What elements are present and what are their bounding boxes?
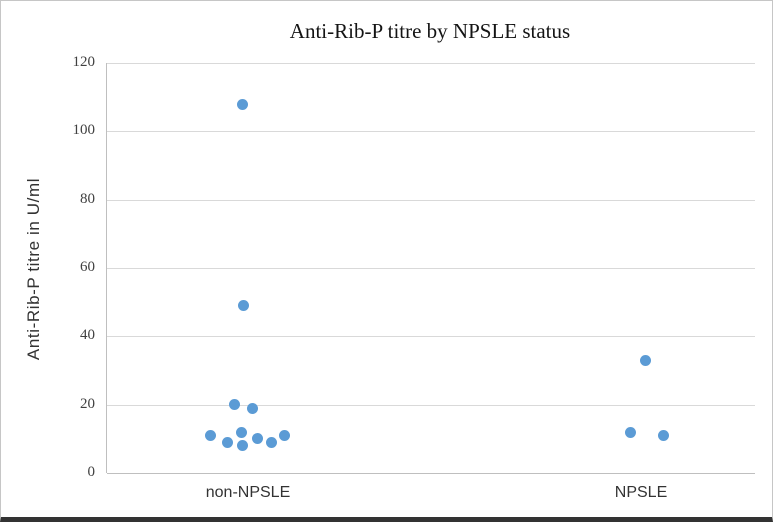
y-tick-label-80: 80 xyxy=(80,190,95,207)
data-point xyxy=(237,300,249,312)
data-point xyxy=(221,436,233,448)
y-tick-label-100: 100 xyxy=(72,122,96,139)
gridline-80 xyxy=(107,199,755,201)
data-point xyxy=(265,436,277,448)
chart-title: Anti-Rib-P titre by NPSLE status xyxy=(289,19,571,43)
category-label-NPSLE: NPSLE xyxy=(614,484,668,501)
gridline-120 xyxy=(107,63,755,64)
data-point xyxy=(251,433,263,445)
data-point xyxy=(639,354,651,366)
data-point xyxy=(236,440,248,452)
y-tick-label-20: 20 xyxy=(80,395,95,412)
y-tick-label-120: 120 xyxy=(72,54,96,70)
data-point xyxy=(236,98,248,110)
gridline-0 xyxy=(107,473,755,474)
data-point xyxy=(624,426,636,438)
y-tick-label-40: 40 xyxy=(80,327,95,344)
data-point xyxy=(228,399,240,411)
data-point xyxy=(657,429,669,441)
gridline-60 xyxy=(107,268,755,269)
y-tick-label-0: 0 xyxy=(87,464,96,480)
data-point xyxy=(246,402,258,414)
data-point xyxy=(278,429,290,441)
y-tick-label-60: 60 xyxy=(80,259,95,275)
data-point xyxy=(235,426,247,438)
plot-area xyxy=(106,63,755,474)
gridline-100 xyxy=(107,131,755,133)
data-point xyxy=(204,429,216,441)
category-label-non-NPSLE: non-NPSLE xyxy=(205,484,291,501)
gridline-40 xyxy=(107,336,755,338)
gridline-20 xyxy=(107,404,755,406)
